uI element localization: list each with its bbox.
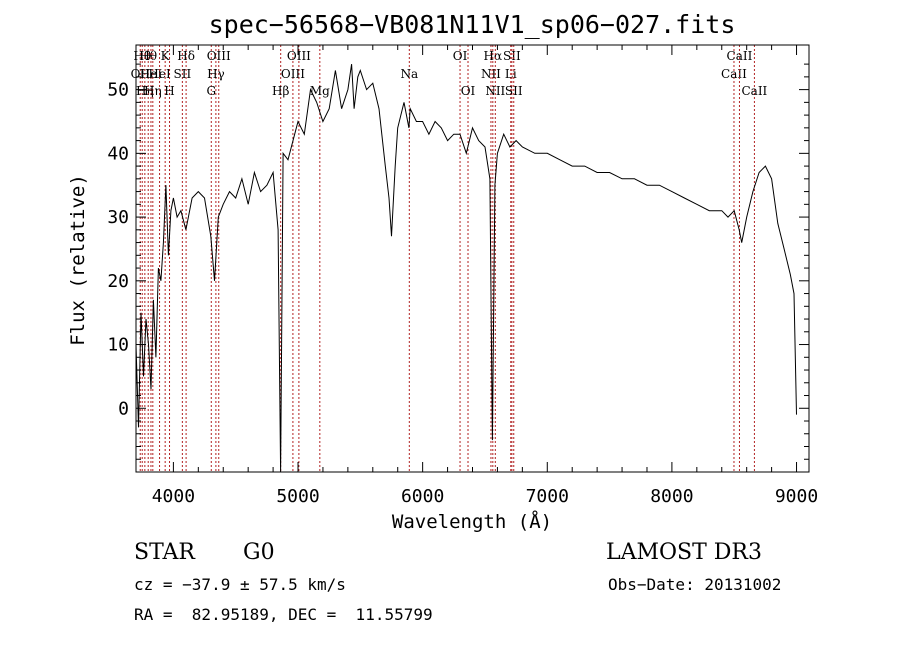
line-marker-label: CaII xyxy=(721,67,747,81)
line-marker-label: Hη xyxy=(136,84,154,98)
line-marker-label: CaII xyxy=(741,84,767,98)
line-marker-label: K xyxy=(161,49,171,63)
coordinates: RA = 82.95189, DEC = 11.55799 xyxy=(134,605,433,624)
line-marker-label: Mg xyxy=(310,84,330,98)
line-marker-label: OIII xyxy=(281,67,305,81)
line-marker-label: HeI xyxy=(148,67,171,81)
line-markers: OIIHθHηHθHeIHηHeIKHSIIHδGHγOIIIHβOIIIOII… xyxy=(131,45,768,472)
line-marker-label: H xyxy=(164,84,174,98)
line-marker-label: NII xyxy=(485,84,505,98)
y-tick-label: 20 xyxy=(107,271,129,292)
line-marker-label: Hδ xyxy=(177,49,195,63)
line-marker-label: OIII xyxy=(207,49,231,63)
line-marker-label: SII xyxy=(503,49,521,63)
y-axis: 0 10 20 30 40 50 xyxy=(107,63,809,473)
line-marker-label: HeI xyxy=(140,67,163,81)
x-axis-label: Wavelength (Å) xyxy=(392,510,552,533)
line-marker-label: OIII xyxy=(287,49,311,63)
y-tick-label: 50 xyxy=(107,80,129,101)
line-marker-label: Hβ xyxy=(272,84,289,98)
y-axis-label: Flux (relative) xyxy=(67,174,89,346)
x-axis: 4000 5000 6000 7000 8000 9000 xyxy=(152,45,818,507)
y-tick-label: 0 xyxy=(118,398,129,419)
y-tick-label: 30 xyxy=(107,207,129,228)
flux-line xyxy=(135,64,797,473)
line-marker-label: NII xyxy=(481,67,501,81)
plot-frame xyxy=(135,44,810,473)
line-marker-label: G xyxy=(206,84,216,98)
line-marker-label: Hθ xyxy=(139,49,157,63)
line-marker-label: Hγ xyxy=(207,67,225,81)
survey-name: LAMOST DR3 xyxy=(606,540,762,565)
line-marker-label: Hη xyxy=(144,84,162,98)
subclass: G0 xyxy=(243,540,275,565)
line-marker-label: Na xyxy=(400,67,418,81)
chart-title: spec−56568−VB081N11V1_sp06−027.fits xyxy=(209,10,736,39)
x-tick-label: 5000 xyxy=(276,486,319,507)
line-marker-label: OI xyxy=(453,49,468,63)
x-tick-label: 6000 xyxy=(401,486,444,507)
y-tick-label: 10 xyxy=(107,335,129,356)
line-marker-label: SII xyxy=(505,84,523,98)
line-marker-label: CaII xyxy=(727,49,753,63)
redshift-velocity: cz = −37.9 ± 57.5 km/s xyxy=(134,575,346,594)
line-marker-label: Hα xyxy=(484,49,503,63)
obs-date: Obs−Date: 20131002 xyxy=(608,575,782,594)
line-marker-label: SII xyxy=(174,67,192,81)
x-tick-label: 4000 xyxy=(152,486,195,507)
x-tick-label: 8000 xyxy=(650,486,693,507)
object-class: STAR xyxy=(134,540,195,565)
line-marker-label: OI xyxy=(461,84,476,98)
line-marker-label: Hθ xyxy=(133,49,151,63)
y-tick-label: 40 xyxy=(107,143,129,164)
x-tick-label: 9000 xyxy=(775,486,818,507)
x-tick-label: 7000 xyxy=(526,486,569,507)
line-marker-label: Li xyxy=(505,67,517,81)
